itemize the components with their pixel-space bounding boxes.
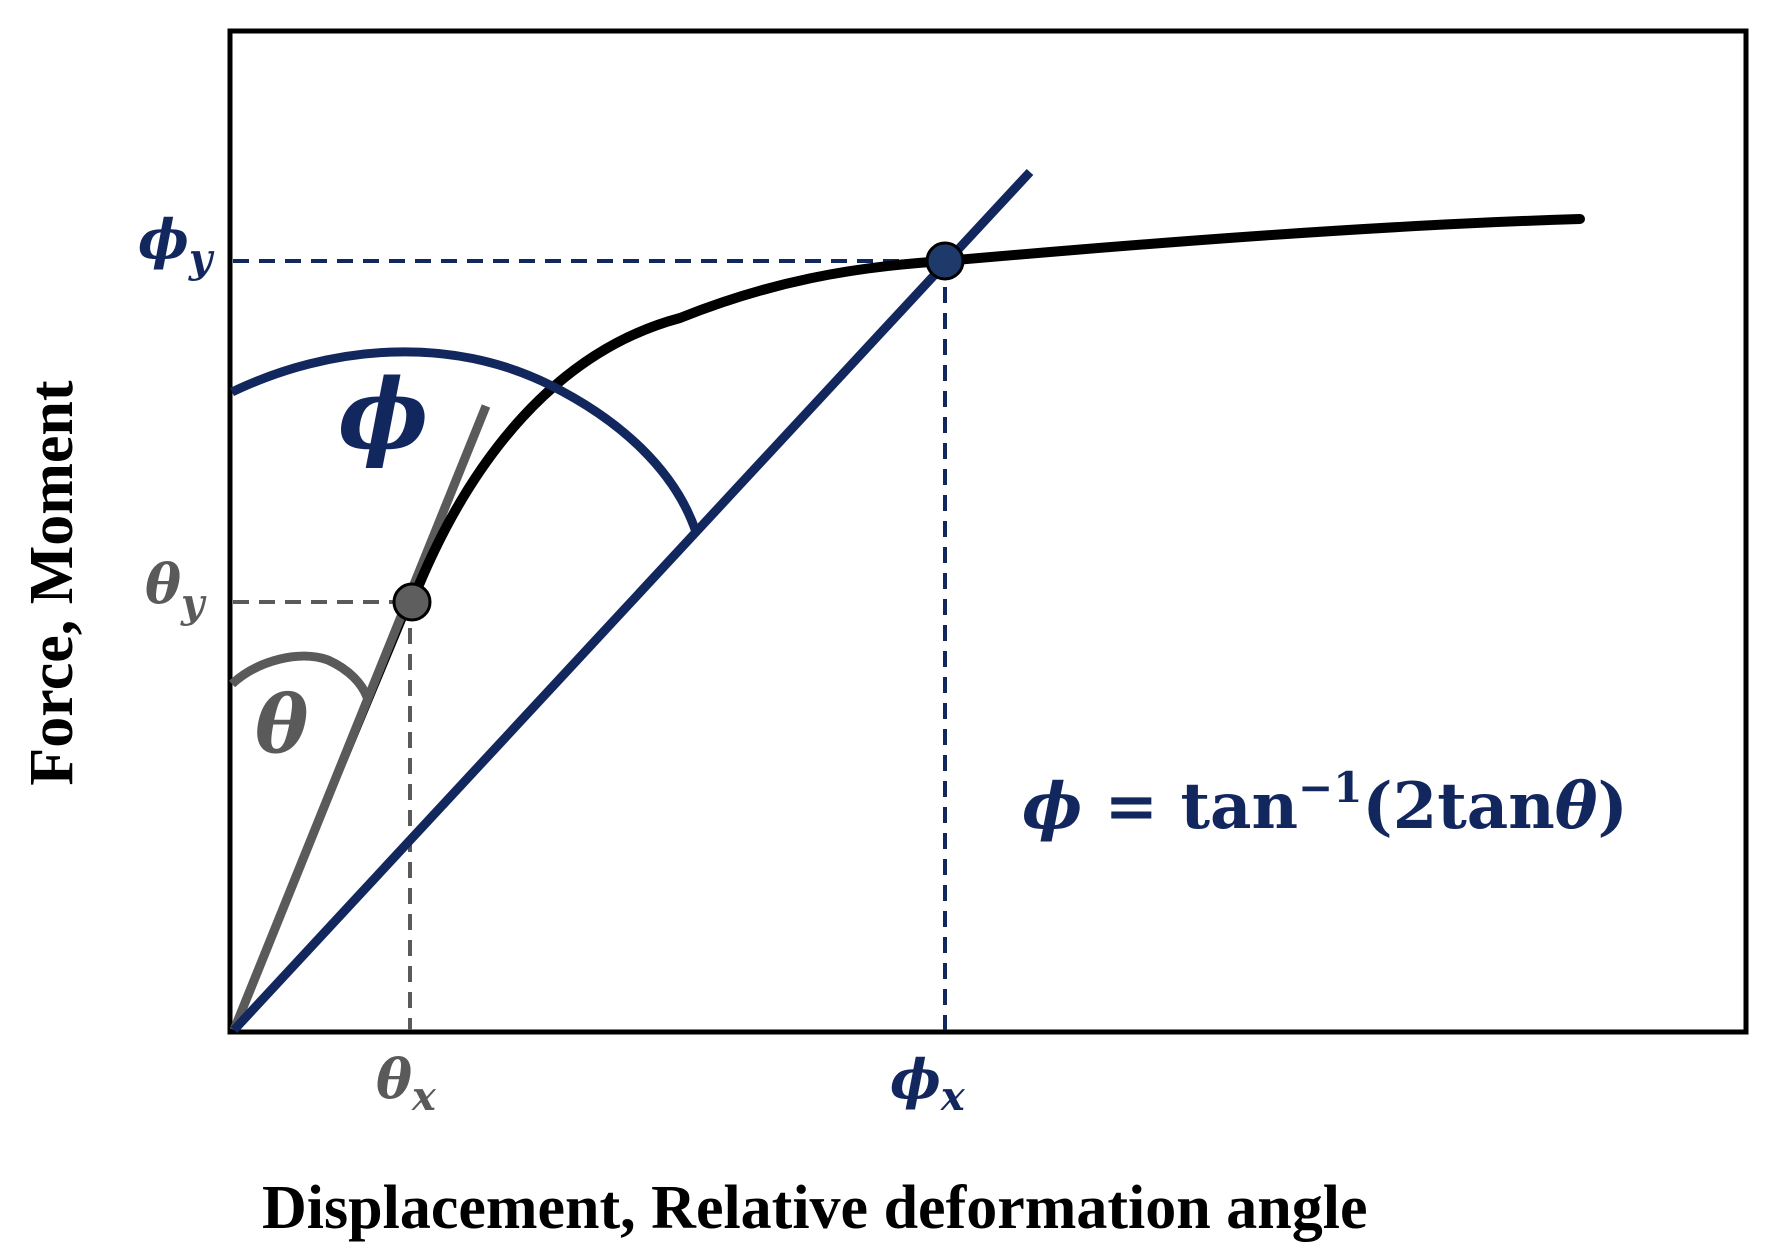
phi-angle-label: ϕ [338,358,428,471]
theta-angle-arc [228,651,372,699]
x-axis-title: Displacement, Relative deformation angle [262,1174,1367,1242]
phi-secant-line [230,168,1034,1034]
theta-x-label: θx [376,1047,437,1120]
phi-x-label: ϕx [890,1047,966,1120]
y-axis-title: Force, Moment [18,380,86,785]
formula: ϕ = tan−1(2tanθ) [1022,763,1628,844]
load-displacement-curve [407,214,1585,607]
phi-yield-point [925,241,965,281]
theta-yield-point [392,582,432,622]
plot-frame [227,28,1749,1035]
theta-stiffness-line [229,404,491,1032]
phi-angle-arc [230,347,701,534]
theta-y-label: θy [145,552,207,627]
phi-y-label: ϕy [138,207,215,282]
theta-angle-label: θ [255,677,309,771]
